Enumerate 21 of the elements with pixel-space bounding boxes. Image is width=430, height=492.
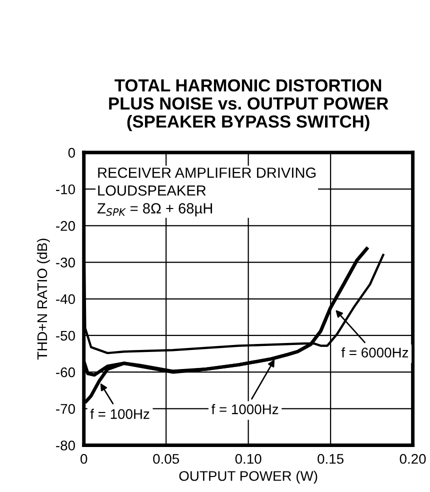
x-tick-label: 0.15: [318, 454, 344, 464]
x-tick-label: 0.05: [153, 454, 180, 464]
annotation: RECEIVER AMPLIFIER DRIVING LOUDSPEAKER Z$_{SPK}$ = 8Ω + 68µH: [97, 168, 316, 216]
chart-title: TOTAL HARMONIC DISTORTION PLUS NOISE vs. OUTPUT POWER (SPEAKER BYPASS SWITCH): [109, 79, 388, 132]
x-axis-title: OUTPUT POWER (W): [179, 470, 318, 484]
annotation: f = 1000Hz: [211, 404, 278, 414]
y-tick-label: -50: [56, 330, 75, 341]
x-tick-label: 0.20: [400, 454, 426, 464]
y-tick-label: 0: [68, 148, 75, 158]
y-tick-label: -80: [56, 440, 75, 450]
y-axis-title: THD+N RATIO (dB): [36, 238, 50, 360]
y-tick-label: -10: [56, 184, 75, 194]
y-tick-label: -40: [56, 294, 75, 304]
annotation: f = 100Hz: [90, 408, 150, 419]
y-tick-label: -70: [56, 404, 75, 414]
y-tick-label: -60: [56, 367, 75, 378]
y-tick-label: -30: [56, 258, 75, 268]
x-tick-label: 0: [80, 454, 88, 464]
annotation: f = 6000Hz: [341, 347, 408, 358]
x-tick-label: 0.10: [235, 454, 262, 464]
y-tick-label: -20: [56, 221, 75, 231]
